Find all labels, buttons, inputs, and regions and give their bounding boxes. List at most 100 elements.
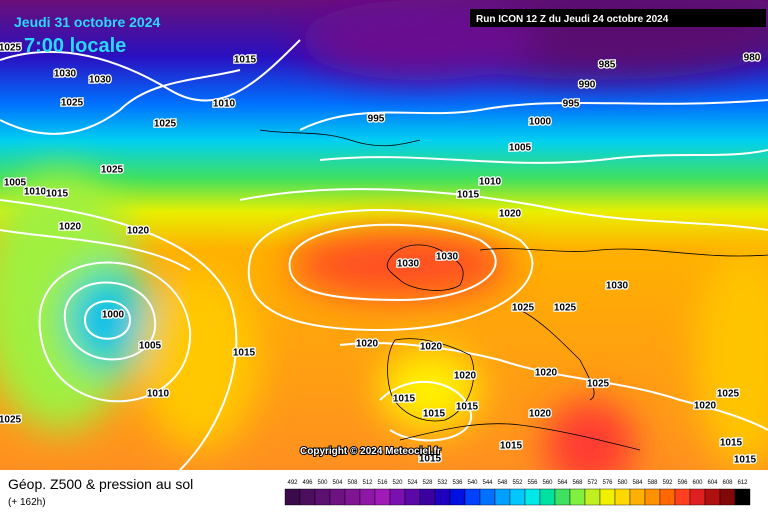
colorbar-label: 532 (437, 480, 448, 486)
lead-time: (+ 162h) (8, 497, 46, 508)
colorbar-label: 584 (632, 480, 643, 486)
colorbar-swatch (509, 488, 526, 506)
colorbar-swatch (344, 488, 361, 506)
isobar-label: 1000 (529, 117, 552, 128)
isobar-label: 1015 (419, 454, 442, 465)
colorbar-swatch (374, 488, 391, 506)
colorbar-swatch (494, 488, 511, 506)
colorbar-label: 608 (722, 480, 733, 486)
colorbar-swatch (569, 488, 586, 506)
isobars (0, 39, 768, 471)
colorbar-label: 560 (542, 480, 553, 486)
isobar-label: 1030 (89, 75, 112, 86)
isobar-label: 1020 (127, 226, 150, 237)
isobar-label: 1010 (479, 177, 502, 188)
colorbar-label: 568 (572, 480, 583, 486)
isobar-label: 1025 (154, 119, 177, 130)
isobar-label: 1015 (456, 402, 479, 413)
colorbar-swatch (299, 488, 316, 506)
isobar-label: 1020 (535, 368, 558, 379)
colorbar-swatch (449, 488, 466, 506)
isobar-label: 1025 (61, 98, 84, 109)
colorbar-label: 596 (677, 480, 688, 486)
isobar-label: 1030 (436, 252, 459, 263)
isobar-label: 1015 (234, 55, 257, 66)
run-box (470, 9, 766, 27)
colorbar-swatch (644, 488, 661, 506)
colorbar-label: 564 (557, 480, 568, 486)
colorbar-swatch (329, 488, 346, 506)
colorbar-swatch (389, 488, 406, 506)
colorbar-label: 544 (482, 480, 493, 486)
isobar-label: 1025 (717, 389, 740, 400)
colorbar-swatch (539, 488, 556, 506)
colorbar-label: 520 (392, 480, 403, 486)
colorbar-label: 504 (332, 480, 343, 486)
colorbar-swatch (314, 488, 331, 506)
colorbar-label: 524 (407, 480, 418, 486)
isobar-label: 1015 (233, 348, 256, 359)
colorbar-swatch (674, 488, 691, 506)
isobar-label: 1030 (54, 69, 77, 80)
colorbar-label: 496 (302, 480, 313, 486)
colorbar-label: 512 (362, 480, 373, 486)
colorbar-swatch (284, 488, 301, 506)
colorbar-swatch (434, 488, 451, 506)
colorbar-label: 572 (587, 480, 598, 486)
isobar-label: 1015 (720, 438, 743, 449)
colorbar-label: 540 (467, 480, 478, 486)
valid-date: Jeudi 31 octobre 2024 (14, 14, 161, 30)
isobar-label: 985 (599, 60, 616, 71)
colorbar-swatch (629, 488, 646, 506)
isobar-label: 1025 (0, 415, 22, 426)
colorbar-swatch (704, 488, 721, 506)
colorbar-label: 492 (287, 480, 298, 486)
colorbar-label: 556 (527, 480, 538, 486)
isobar-label: 1020 (59, 222, 82, 233)
colorbar-swatch (404, 488, 421, 506)
isobar-label: 1000 (102, 310, 125, 321)
isobar-label: 990 (579, 80, 596, 91)
isobar-label: 1020 (499, 209, 522, 220)
isobar-label: 1015 (46, 189, 69, 200)
colorbar-swatch (614, 488, 631, 506)
isobar-label: 980 (744, 53, 761, 64)
copyright: Copyright © 2024 Meteociel.fr (300, 446, 441, 457)
isobar-label: 1010 (147, 389, 170, 400)
colorbar-swatch (479, 488, 496, 506)
colorbar-swatch (419, 488, 436, 506)
isobar-label: 1015 (500, 441, 523, 452)
colorbar-swatch (719, 488, 736, 506)
colorbar-label: 516 (377, 480, 388, 486)
colorbar-swatch (359, 488, 376, 506)
isobar-label: 1010 (213, 99, 236, 110)
isobar-label: 1020 (420, 342, 443, 353)
isobar-label: 1025 (554, 303, 577, 314)
isobar-label: 1025 (101, 165, 124, 176)
colorbar-label: 576 (602, 480, 613, 486)
isobar-label: 1005 (139, 341, 162, 352)
colorbar-label: 528 (422, 480, 433, 486)
isobar-label: 1025 (587, 379, 610, 390)
isobar-label: 1030 (397, 259, 420, 270)
isobar-label: 1020 (356, 339, 379, 350)
colorbar-label: 612 (737, 480, 748, 486)
isobar-label: 1010 (24, 187, 47, 198)
colorbar: 492 496 500 504 508 512 516 520 524 528 532 536 540 5… (284, 480, 751, 506)
colorbar-swatch (689, 488, 706, 506)
colorbar-label: 604 (707, 480, 718, 486)
colorbar-label: 548 (497, 480, 508, 486)
isobar-label: 995 (563, 99, 580, 110)
isobar-label: 1020 (529, 409, 552, 420)
isobar-label: 1015 (423, 409, 446, 420)
isobar-label: 995 (368, 114, 385, 125)
colorbar-label: 536 (452, 480, 463, 486)
colorbar-label: 508 (347, 480, 358, 486)
valid-time: 7:00 locale (24, 35, 126, 57)
footer-title: Géop. Z500 & pression au sol (8, 476, 193, 492)
colorbar-label: 580 (617, 480, 628, 486)
colorbar-swatch (599, 488, 616, 506)
